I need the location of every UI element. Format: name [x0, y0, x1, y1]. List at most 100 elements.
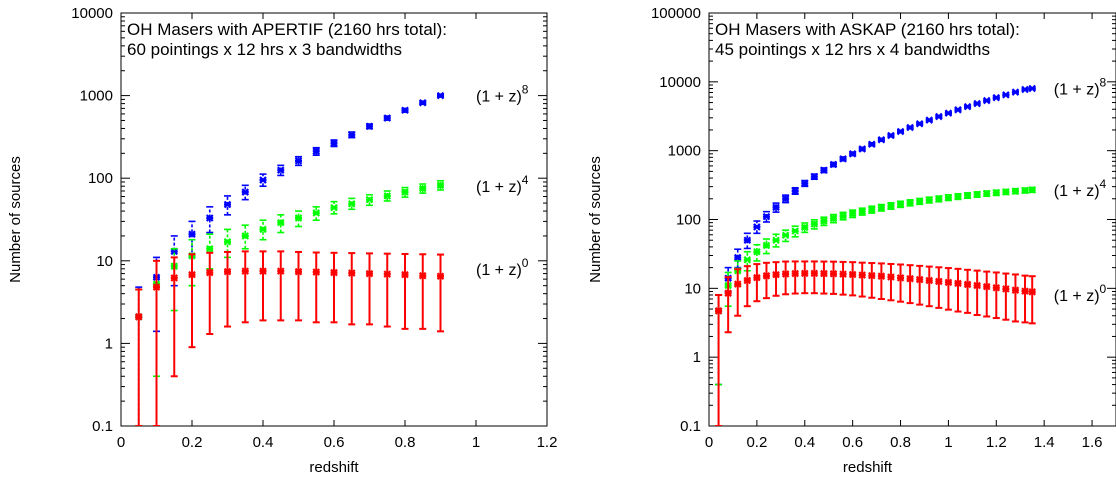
chart-title-line: OH Masers with ASKAP (2160 hrs total):	[715, 20, 1020, 39]
data-point	[436, 272, 445, 281]
data-point	[877, 203, 886, 212]
data-point	[954, 192, 962, 201]
data-point	[915, 275, 924, 284]
series-label: (1 + z)4	[1054, 177, 1107, 200]
data-point	[868, 140, 876, 149]
data-point	[829, 214, 838, 223]
data-point	[839, 270, 847, 278]
data-point	[973, 99, 981, 108]
data-point	[418, 98, 427, 107]
data-point	[753, 223, 761, 231]
data-point	[896, 274, 905, 282]
data-point	[294, 214, 303, 222]
data-point	[312, 268, 321, 276]
data-point	[276, 218, 285, 227]
data-point	[925, 196, 934, 204]
data-point	[1021, 186, 1029, 195]
data-point	[365, 122, 374, 131]
data-point	[762, 212, 771, 221]
data-point	[800, 179, 809, 188]
data-point	[925, 116, 934, 124]
data-point	[935, 277, 943, 286]
data-point	[259, 176, 267, 184]
y-tick-label: 1000	[668, 143, 701, 160]
data-point	[418, 271, 427, 280]
data-point	[896, 127, 905, 136]
x-tick-label: 0.6	[324, 434, 345, 451]
data-point	[259, 267, 267, 275]
x-tick-label: 1	[944, 434, 952, 451]
data-point	[436, 181, 445, 190]
data-point	[772, 203, 780, 212]
chart-title-line: OH Masers with APERTIF (2160 hrs total):	[127, 20, 447, 39]
data-point	[839, 212, 847, 220]
series-label-exponent: 0	[1100, 282, 1107, 296]
data-point	[848, 209, 857, 218]
apertif-chart: 0 0.2 0.4 0.6 0.8 1 1.2 0.1 1 10 100 1000 10000 redsh…	[7, 5, 557, 476]
series-label-base: (1 + z)	[476, 262, 522, 279]
data-point	[205, 244, 214, 253]
data-point	[781, 270, 790, 278]
y-tick-label: 10000	[71, 5, 113, 22]
series-label-exponent: 8	[1100, 76, 1107, 90]
data-point	[241, 267, 250, 275]
data-point	[743, 276, 752, 285]
data-point	[401, 270, 409, 279]
data-point	[925, 276, 934, 285]
y-axis-label: Number of sources	[587, 156, 604, 283]
data-point	[839, 155, 847, 163]
data-point	[868, 271, 876, 280]
y-tick-label: 0.1	[92, 418, 113, 435]
y-tick-label: 100	[676, 212, 701, 229]
series-label: (1 + z)8	[476, 83, 529, 106]
series-0	[714, 84, 1036, 386]
x-tick-label: 0.4	[794, 434, 815, 451]
data-point	[762, 272, 771, 280]
series-1	[134, 180, 445, 426]
series-label-exponent: 8	[522, 83, 529, 97]
y-tick-label: 10000	[659, 74, 701, 91]
data-point	[982, 96, 991, 105]
data-point	[1028, 288, 1036, 296]
data-point	[347, 131, 356, 139]
data-point	[714, 307, 723, 315]
data-point	[992, 188, 1001, 197]
data-point	[963, 280, 972, 289]
data-point	[791, 227, 799, 235]
data-point	[829, 269, 838, 278]
data-point	[205, 268, 214, 277]
data-point	[820, 166, 828, 174]
data-point	[944, 109, 953, 117]
data-point	[276, 166, 285, 174]
data-point	[772, 270, 780, 279]
series-label-base: (1 + z)	[476, 89, 522, 106]
data-point	[733, 280, 742, 288]
series-label-base: (1 + z)	[476, 179, 522, 196]
x-tick-label: 0.8	[890, 434, 911, 451]
series-label-base: (1 + z)	[1054, 183, 1100, 200]
data-point	[134, 313, 143, 321]
data-point	[915, 197, 924, 206]
data-point	[1021, 85, 1029, 94]
data-point	[810, 172, 819, 181]
y-tick-label: 0.1	[680, 418, 701, 435]
data-point	[954, 279, 962, 288]
data-point	[724, 289, 732, 297]
plot-frame	[120, 12, 548, 427]
data-point	[241, 188, 250, 196]
data-point	[935, 195, 943, 203]
data-point	[383, 192, 392, 200]
series-label-base: (1 + z)	[1054, 82, 1100, 99]
data-point	[915, 119, 924, 128]
data-point	[1011, 187, 1020, 195]
data-point	[365, 195, 374, 204]
series-label: (1 + z)0	[1054, 282, 1107, 305]
data-area	[714, 84, 1036, 426]
series-label-base: (1 + z)	[1054, 288, 1100, 305]
data-point	[152, 283, 161, 291]
chart-title-line: 60 pointings x 12 hrs x 3 bandwidths	[127, 40, 402, 59]
data-point	[753, 273, 761, 282]
data-point	[887, 202, 895, 210]
data-point	[848, 270, 857, 279]
